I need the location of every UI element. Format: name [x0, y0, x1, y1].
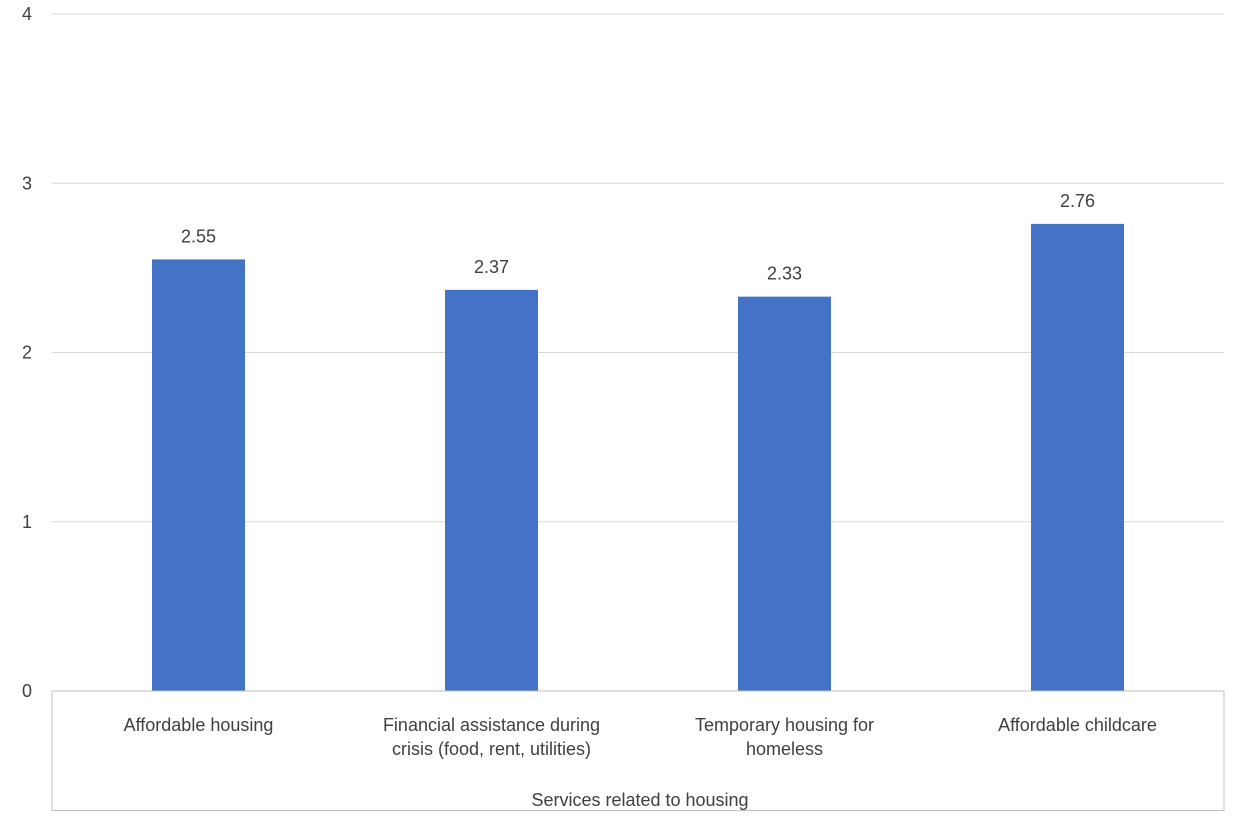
y-axis-ticks: 0 1 2 3 4	[22, 4, 32, 701]
data-labels: 2.55 2.37 2.33 2.76	[181, 191, 1095, 284]
data-label: 2.76	[1060, 191, 1095, 211]
bar	[1031, 223, 1124, 691]
x-axis: Affordable housing Financial assistance d…	[51, 690, 1225, 811]
data-label: 2.33	[767, 264, 802, 284]
y-tick-label: 0	[22, 681, 32, 701]
bars	[152, 223, 1124, 691]
y-tick-label: 2	[22, 343, 32, 363]
y-tick-label: 1	[22, 512, 32, 532]
gridlines	[52, 13, 1224, 523]
y-tick-label: 3	[22, 173, 32, 193]
x-category-label: Temporary housing for homeless	[695, 715, 874, 759]
y-tick-label: 4	[22, 4, 32, 24]
data-label: 2.55	[181, 226, 216, 246]
x-category-label: Affordable housing	[124, 715, 274, 735]
data-label: 2.37	[474, 257, 509, 277]
bar	[738, 296, 831, 691]
x-category-label: Financial assistance during crisis (food,…	[383, 715, 600, 759]
bar	[445, 289, 538, 691]
x-group-label: Services related to housing	[531, 790, 748, 810]
x-category-label: Affordable childcare	[998, 715, 1157, 735]
bar	[152, 259, 245, 691]
